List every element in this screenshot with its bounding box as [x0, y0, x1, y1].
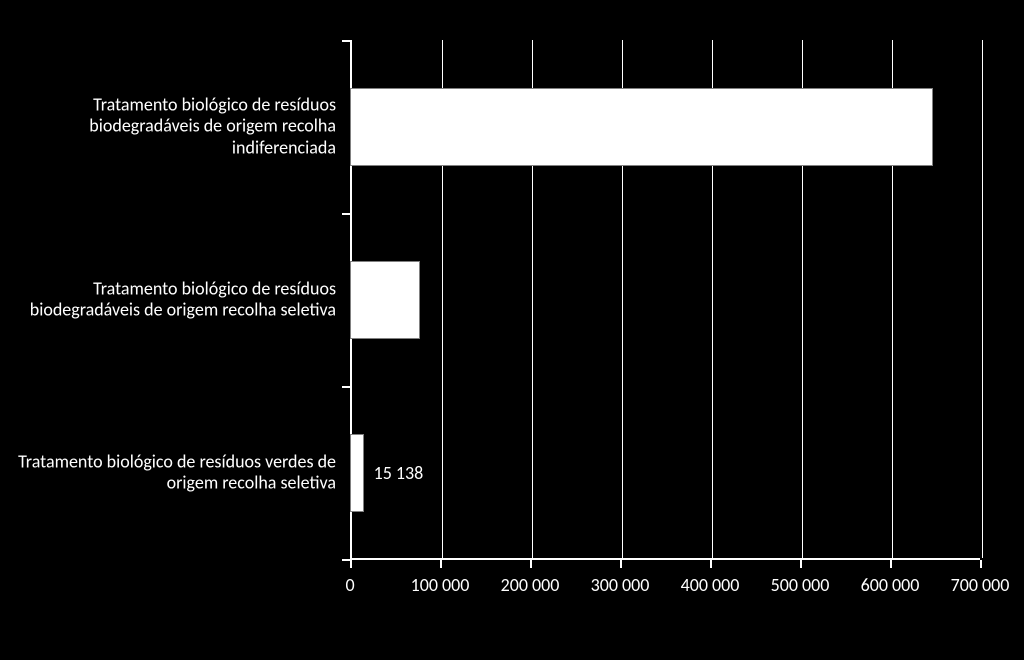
x-tick-mark	[980, 560, 982, 568]
category-label-line: Tratamento biológico de resíduos verdes …	[10, 451, 336, 473]
bar-value-label: 15 138	[374, 462, 424, 484]
y-tick-mark	[342, 40, 350, 42]
x-gridline	[982, 40, 983, 558]
category-label: Tratamento biológico de resíduosbiodegra…	[10, 278, 336, 321]
y-tick-mark	[342, 213, 350, 215]
category-label-line: Tratamento biológico de resíduos	[10, 94, 336, 116]
x-tick-label: 600 000	[861, 574, 920, 596]
y-tick-mark	[342, 386, 350, 388]
x-tick-label: 400 000	[681, 574, 740, 596]
x-tick-label: 300 000	[591, 574, 650, 596]
bar	[350, 434, 364, 512]
category-label-line: biodegradáveis de origem recolha seletiv…	[10, 300, 336, 322]
y-tick-mark	[342, 559, 350, 561]
x-tick-label: 700 000	[951, 574, 1010, 596]
category-label: Tratamento biológico de resíduosbiodegra…	[10, 94, 336, 159]
x-tick-mark	[890, 560, 892, 568]
bar	[350, 88, 933, 166]
chart-wrapper: 0 100 000 200 000 300 000 400 000 500 000 600 …	[0, 0, 1024, 660]
category-label-line: biodegradáveis de origem recolha	[10, 116, 336, 138]
x-tick-mark	[800, 560, 802, 568]
x-tick-mark	[440, 560, 442, 568]
x-tick-label: 100 000	[411, 574, 470, 596]
category-label-line: indiferenciada	[10, 137, 336, 159]
bar	[350, 261, 420, 339]
x-tick-label: 500 000	[771, 574, 830, 596]
x-tick-mark	[530, 560, 532, 568]
x-tick-label: 0	[345, 574, 354, 596]
x-tick-mark	[350, 560, 352, 568]
x-tick-mark	[620, 560, 622, 568]
category-label-line: Tratamento biológico de resíduos	[10, 278, 336, 300]
x-tick-label: 200 000	[501, 574, 560, 596]
x-tick-mark	[710, 560, 712, 568]
category-label: Tratamento biológico de resíduos verdes …	[10, 451, 336, 494]
category-label-line: origem recolha seletiva	[10, 473, 336, 495]
